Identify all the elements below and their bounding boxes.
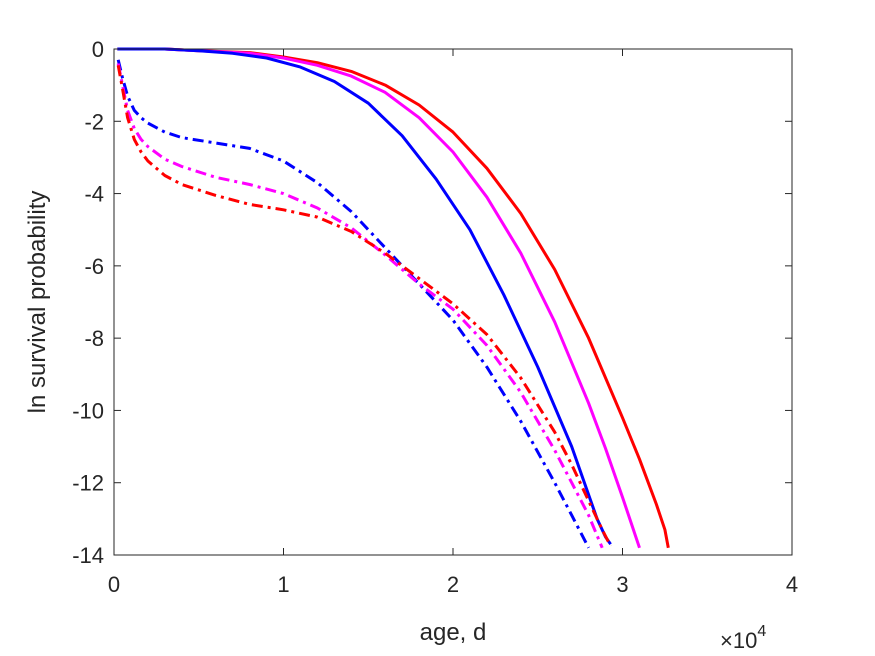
x-tick-label: 4 — [786, 572, 798, 597]
series-line-5 — [116, 65, 612, 547]
x-axis-label: age, d — [420, 619, 487, 646]
plot-background — [114, 49, 792, 555]
y-tick-label: -8 — [84, 326, 104, 351]
y-tick-label: 0 — [92, 37, 104, 62]
y-tick-label: -10 — [72, 398, 104, 423]
x-tick-label: 1 — [277, 572, 289, 597]
x-exponent-power: 4 — [757, 623, 766, 640]
y-axis-label: ln survival probability — [24, 191, 51, 414]
x-exponent-base: ×10 — [720, 628, 757, 653]
y-tick-label: -6 — [84, 254, 104, 279]
series-layer — [116, 47, 670, 549]
series-line-3 — [116, 59, 590, 549]
x-tick-label: 3 — [616, 572, 628, 597]
y-tick-label: -2 — [84, 109, 104, 134]
series-line-1 — [117, 47, 641, 549]
y-tick-label: -4 — [84, 182, 104, 207]
x-axis-exponent: ×104 — [720, 623, 766, 653]
y-ticks: 0 -2 -4 -6 -8 -10 -12 -14 — [72, 37, 792, 568]
y-tick-label: -12 — [72, 471, 104, 496]
x-ticks: 0 1 2 3 4 — [108, 49, 798, 597]
series-line-2 — [117, 47, 612, 546]
x-tick-label: 0 — [108, 572, 120, 597]
series-line-4 — [116, 63, 604, 549]
x-tick-label: 2 — [447, 572, 459, 597]
y-tick-label: -14 — [72, 543, 104, 568]
